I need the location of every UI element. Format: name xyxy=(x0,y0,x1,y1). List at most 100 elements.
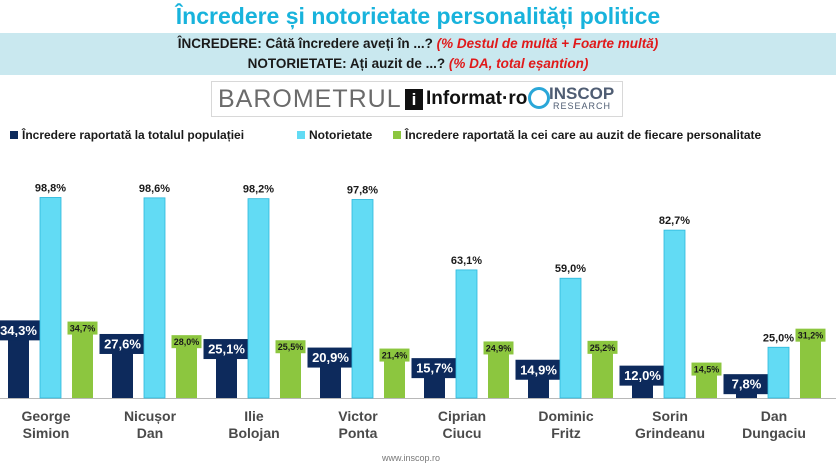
bar-trust-total xyxy=(8,328,29,398)
data-label-trust-aware: 25,5% xyxy=(278,342,304,352)
data-label-trust-aware: 24,9% xyxy=(486,343,512,353)
data-label-trust-aware: 14,5% xyxy=(694,365,720,375)
data-label-trust-total: 20,9% xyxy=(312,350,349,365)
informat-logo: Informat·ro xyxy=(426,88,528,109)
data-label-box-trust-aware xyxy=(379,348,410,362)
bar-awareness xyxy=(559,277,582,399)
bar-awareness xyxy=(351,199,374,399)
bar-trust-aware xyxy=(696,368,717,398)
bar-trust-aware xyxy=(800,334,821,398)
inscop-logo: INSCOP xyxy=(549,84,615,103)
question-awareness-label: NOTORIETATE: xyxy=(247,56,347,71)
question-trust-note: (% Destul de multă + Foarte multă) xyxy=(436,36,659,51)
data-label-box-trust-total xyxy=(307,347,354,368)
data-label-box-trust-total xyxy=(411,358,458,379)
legend-swatch-awareness xyxy=(297,131,305,139)
category-label: Sorin xyxy=(652,408,688,424)
legend-label-trust-aware: Încredere raportată la cei care au auzit… xyxy=(405,128,762,142)
data-label-awareness: 98,2% xyxy=(243,184,274,196)
category-label: Ciucu xyxy=(443,425,482,441)
data-label-awareness: 59,0% xyxy=(555,263,586,275)
subtitle-band xyxy=(0,33,836,75)
question-awareness: NOTORIETATE: Ați auzit de ...? (% DA, to… xyxy=(0,56,836,71)
data-label-trust-total: 27,6% xyxy=(104,336,141,351)
data-label-trust-total: 25,1% xyxy=(208,342,245,357)
question-awareness-note: (% DA, total eșantion) xyxy=(448,56,589,71)
inscop-circle-icon xyxy=(528,87,550,109)
category-label: Ilie xyxy=(244,408,264,424)
inscop-research-label: RESEARCH xyxy=(553,101,612,111)
data-label-trust-aware: 28,0% xyxy=(174,337,200,347)
data-label-awareness: 63,1% xyxy=(451,255,482,267)
category-label: Dungaciu xyxy=(742,425,806,441)
data-label-box-trust-total xyxy=(203,339,250,360)
bar-awareness xyxy=(143,197,166,399)
category-label: Simion xyxy=(23,425,70,441)
question-trust-text: Câtă încredere aveți în ...? xyxy=(265,36,433,51)
logo-strip: BAROMETRUL i Informat·ro INSCOP RESEARCH xyxy=(211,81,623,117)
bar-awareness xyxy=(767,346,790,399)
informat-mark-icon: i xyxy=(405,89,423,110)
data-label-box-trust-total xyxy=(99,333,146,354)
legend-swatch-trust-total xyxy=(10,131,18,139)
bar-trust-total xyxy=(216,347,237,398)
legend-label-trust-total: Încredere raportată la totalul populație… xyxy=(22,128,245,142)
data-label-box-trust-aware xyxy=(171,335,202,349)
category-label: Ciprian xyxy=(438,408,486,424)
page-title: Încredere și notorietate personalități p… xyxy=(175,3,661,29)
legend-label-awareness: Notorietate xyxy=(309,128,373,142)
data-label-awareness: 25,0% xyxy=(763,332,794,344)
data-label-trust-aware: 21,4% xyxy=(382,351,408,361)
data-label-trust-total: 34,3% xyxy=(0,323,37,338)
bar-trust-aware xyxy=(384,354,405,398)
data-label-awareness: 98,6% xyxy=(139,183,170,195)
category-label: Dan xyxy=(761,408,787,424)
category-label: Dan xyxy=(137,425,163,441)
data-label-box-trust-aware xyxy=(795,328,826,342)
question-awareness-text: Ați auzit de ...? xyxy=(349,56,446,71)
category-label: Bolojan xyxy=(228,425,279,441)
data-label-box-trust-aware xyxy=(587,340,618,354)
data-label-trust-total: 14,9% xyxy=(520,362,557,377)
category-label: Ponta xyxy=(339,425,378,441)
legend-item-trust-total: Încredere raportată la totalul populație… xyxy=(10,128,244,142)
data-label-box-trust-total xyxy=(515,359,562,380)
data-label-box-trust-aware xyxy=(483,341,514,355)
bar-awareness xyxy=(663,229,686,399)
chart-legend: Încredere raportată la totalul populație… xyxy=(10,128,836,146)
data-label-box-trust-total xyxy=(723,374,770,395)
bar-trust-aware xyxy=(592,346,613,398)
bar-trust-aware xyxy=(176,341,197,398)
data-label-trust-aware: 31,2% xyxy=(798,331,824,341)
category-label: Fritz xyxy=(551,425,581,441)
data-label-box-trust-aware xyxy=(67,321,98,335)
bar-awareness xyxy=(455,269,478,399)
bar-awareness xyxy=(39,197,62,399)
question-trust: ÎNCREDERE: Câtă încredere aveți în ...? … xyxy=(0,36,836,51)
bar-trust-aware xyxy=(72,327,93,398)
category-label: Dominic xyxy=(538,408,593,424)
question-trust-label: ÎNCREDERE: xyxy=(177,36,262,51)
data-label-trust-total: 15,7% xyxy=(416,361,453,376)
bar-trust-aware xyxy=(488,347,509,398)
data-label-awareness: 97,8% xyxy=(347,184,378,196)
legend-item-trust-aware: Încredere raportată la cei care au auzit… xyxy=(393,128,761,142)
data-label-box-trust-aware xyxy=(275,340,306,354)
data-label-trust-total: 12,0% xyxy=(624,368,661,383)
category-label: Nicușor xyxy=(124,408,177,424)
legend-item-awareness: Notorietate xyxy=(297,128,372,142)
data-label-box-trust-total xyxy=(0,320,42,341)
data-label-trust-aware: 34,7% xyxy=(70,324,96,334)
data-label-awareness: 98,8% xyxy=(35,182,66,194)
bar-awareness xyxy=(247,198,270,399)
category-label: Grindeanu xyxy=(635,425,705,441)
legend-swatch-trust-aware xyxy=(393,131,401,139)
data-label-trust-aware: 25,2% xyxy=(590,343,616,353)
data-label-trust-total: 7,8% xyxy=(732,377,762,392)
data-label-awareness: 82,7% xyxy=(659,215,690,227)
footer-url: www.inscop.ro xyxy=(382,453,441,463)
data-label-box-trust-total xyxy=(619,365,666,386)
bar-trust-aware xyxy=(280,346,301,398)
category-label: George xyxy=(21,408,70,424)
